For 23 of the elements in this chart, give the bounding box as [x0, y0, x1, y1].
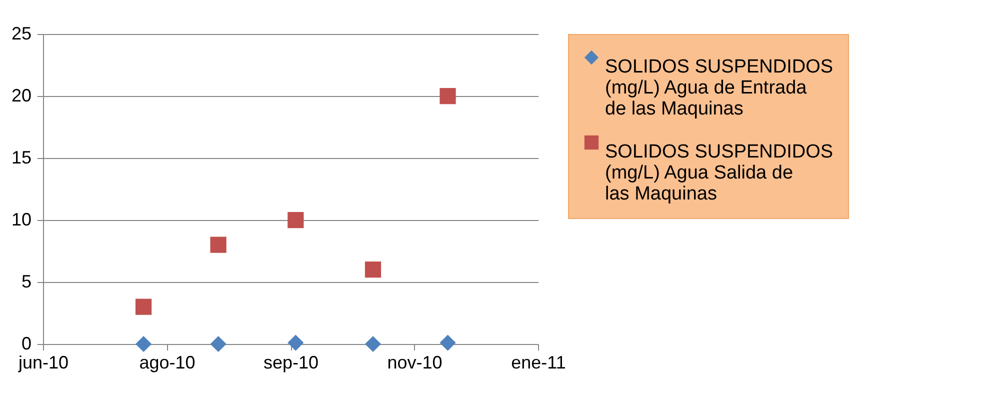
- legend-label: SOLIDOS SUSPENDIDOS (mg/L) Agua Salida de las Maquinas: [605, 142, 834, 204]
- y-tick-label: 0: [21, 334, 32, 354]
- point: [210, 336, 226, 352]
- x-tick-label: sep-10: [263, 352, 319, 372]
- point: [288, 334, 304, 351]
- point: [288, 212, 304, 228]
- point: [135, 298, 152, 315]
- x-tick-label: jun-10: [17, 352, 69, 372]
- x-tick-label: ene-11: [511, 352, 566, 372]
- x-tick-label: nov-10: [387, 352, 442, 372]
- point: [440, 334, 456, 351]
- point: [364, 262, 382, 278]
- y-tick-label: 15: [11, 148, 32, 168]
- x-tick-label: ago-10: [139, 352, 196, 372]
- y-tick-label: 5: [21, 272, 32, 292]
- legend-label: SOLIDOS SUSPENDIDOS (mg/L) Agua de Entrada de las Maquinas: [605, 56, 834, 120]
- point: [210, 236, 226, 253]
- y-tick-label: 20: [11, 86, 32, 106]
- point: [135, 336, 152, 352]
- y-tick-label: 25: [11, 24, 32, 44]
- point: [440, 88, 456, 104]
- point: [364, 336, 382, 352]
- y-tick-label: 10: [11, 210, 32, 230]
